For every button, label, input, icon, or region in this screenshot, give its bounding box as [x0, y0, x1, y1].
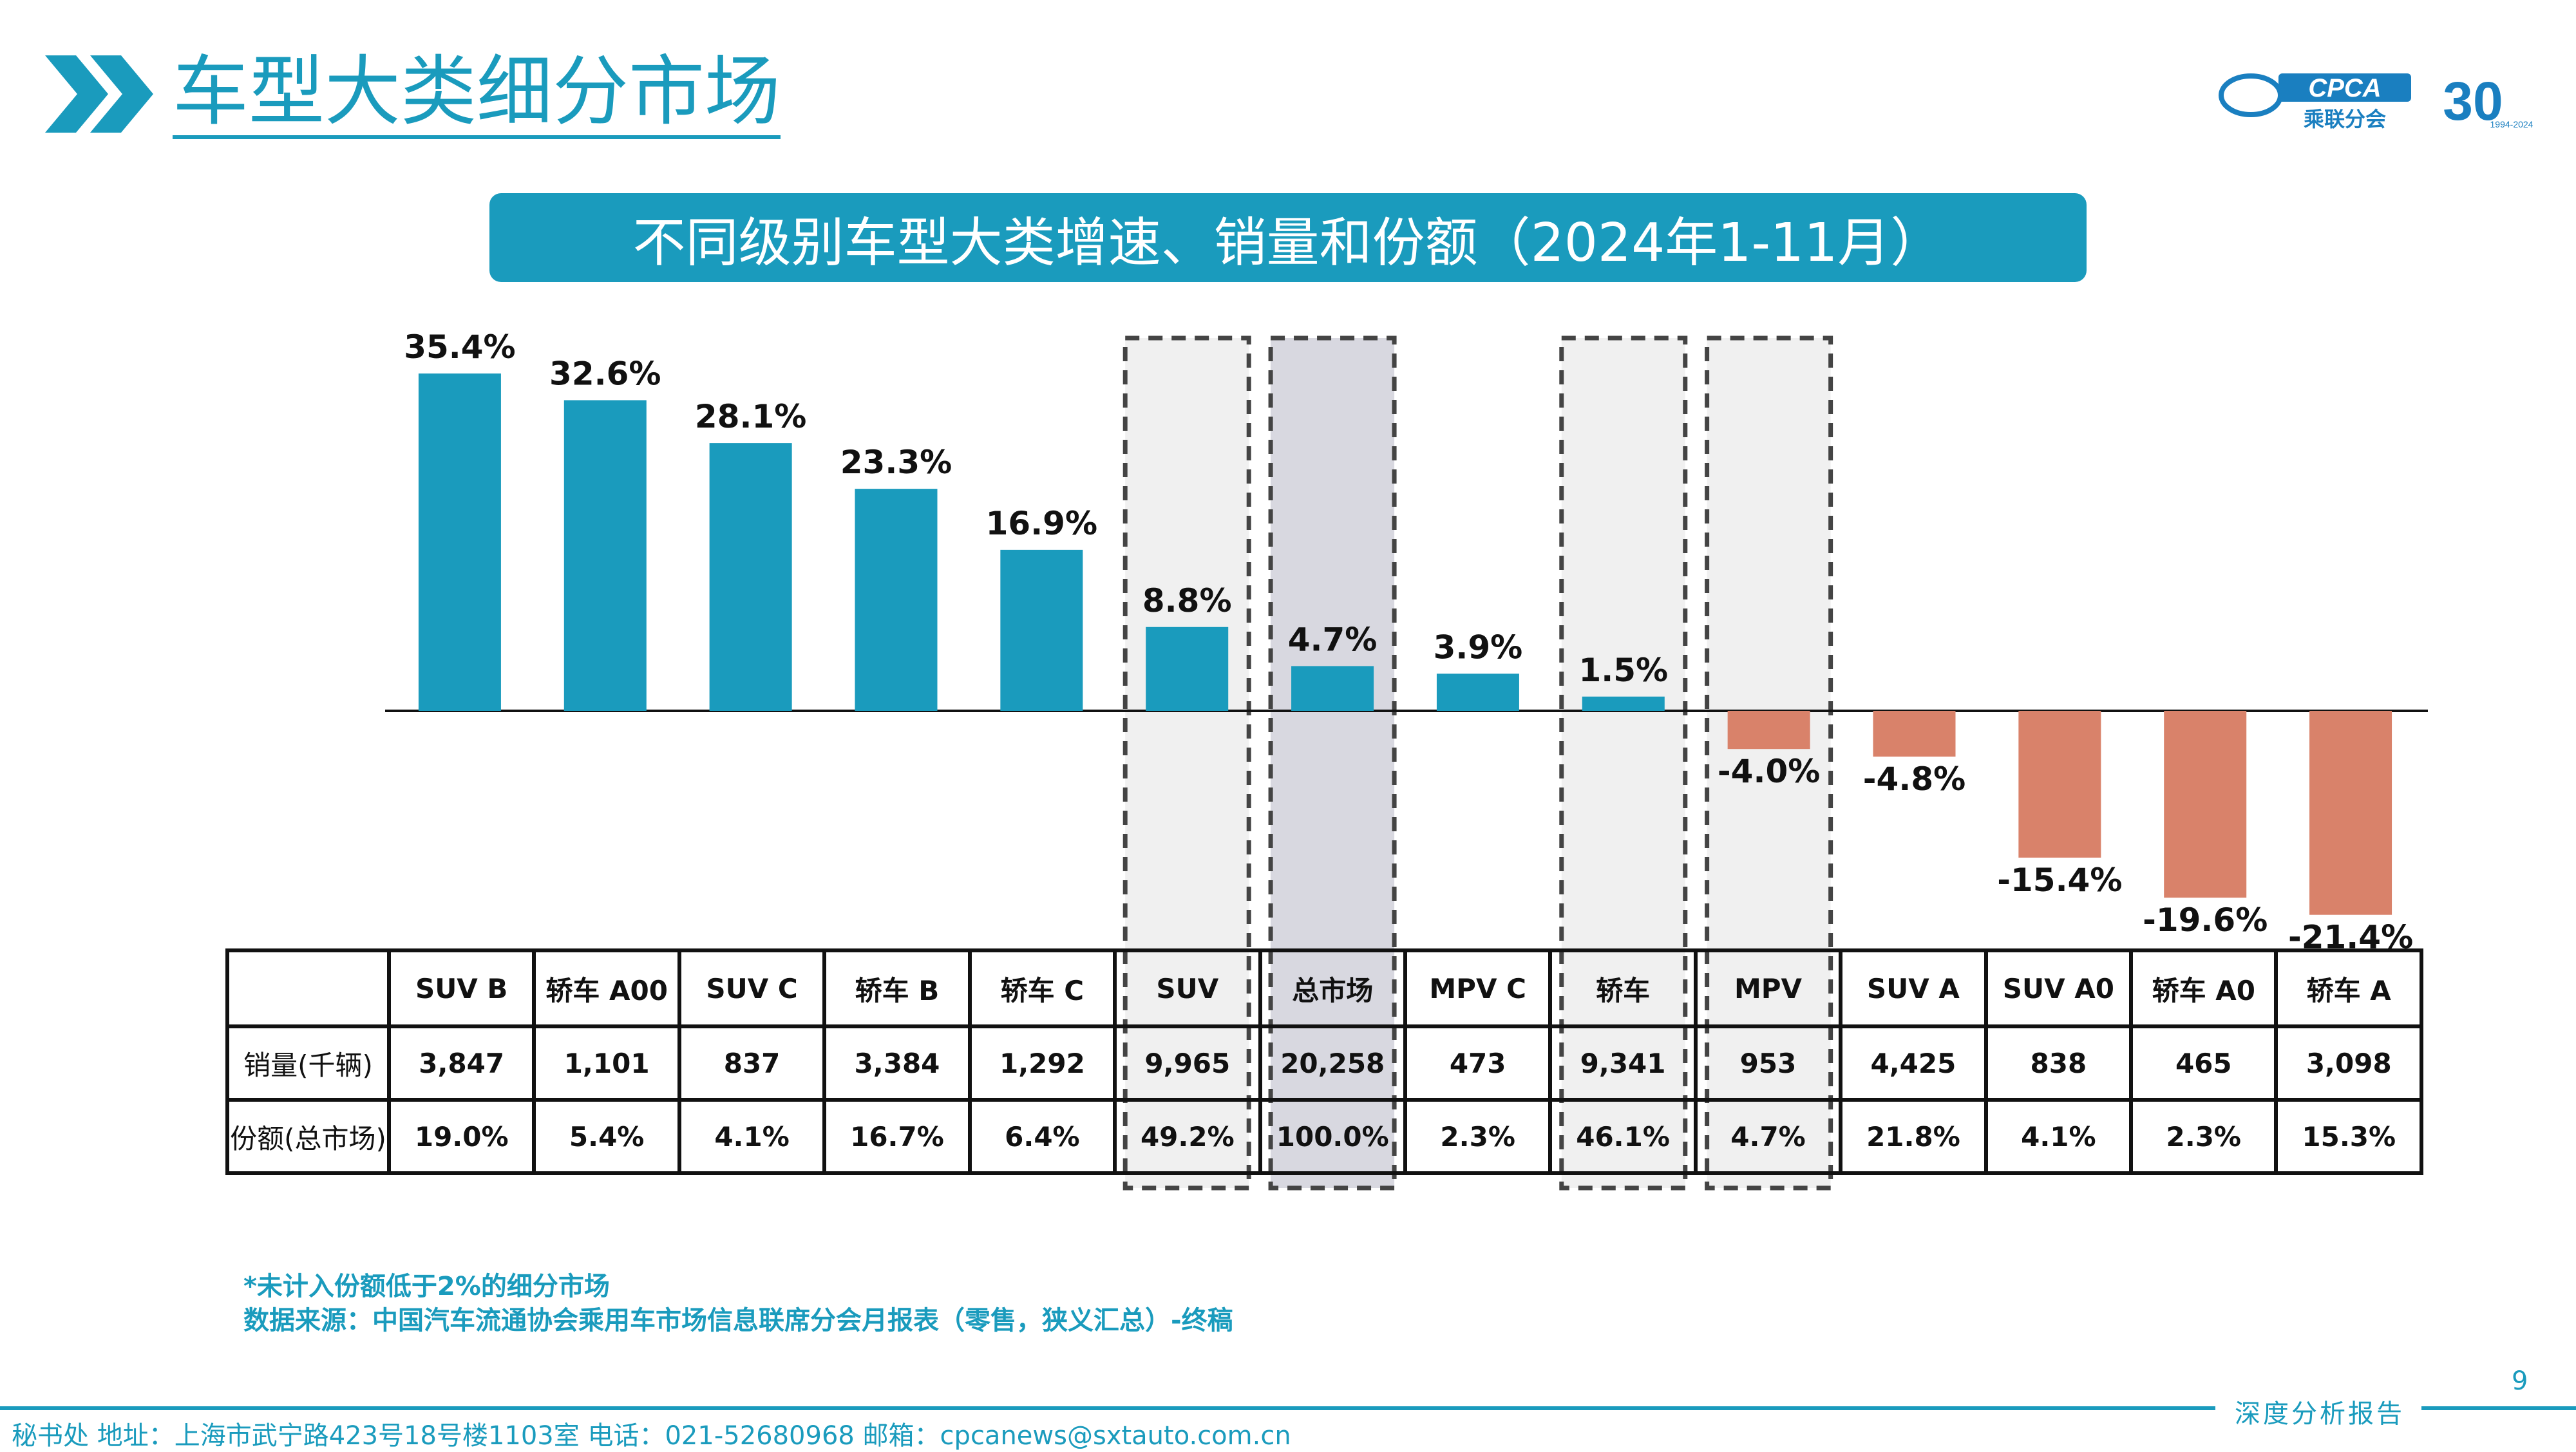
category-header-cell: 轿车 C — [967, 948, 1117, 1028]
table-corner-cell — [225, 948, 391, 1028]
volume-cell: 4,425 — [1839, 1024, 1988, 1102]
share-cell: 15.3% — [2274, 1098, 2423, 1175]
data-source-note: 数据来源：中国汽车流通协会乘用车市场信息联席分会月报表（零售，狭义汇总）-终稿 — [243, 1306, 1233, 1335]
anniversary-mark: 30 — [2443, 71, 2503, 131]
share-cell: 4.7% — [1693, 1098, 1843, 1175]
category-header-cell: SUV B — [386, 948, 536, 1028]
data-label: 16.9% — [986, 505, 1097, 542]
category-header-cell: MPV — [1693, 948, 1843, 1028]
bar — [1291, 666, 1374, 711]
table-row-share: 份额(总市场) 19.0% 5.4% 4.1% 16.7% 6.4% 49.2% 100.0%… — [225, 1098, 2423, 1175]
row-label-volume: 销量(千辆) — [225, 1024, 391, 1102]
table-row-volume: 销量(千辆) 3,847 1,101 837 3,384 1,292 9,965 20,258… — [225, 1024, 2423, 1102]
category-header-cell: 总市场 — [1258, 948, 1407, 1028]
bar — [564, 400, 647, 711]
category-header-cell: SUV C — [677, 948, 827, 1028]
category-header-cell: SUV A — [1839, 948, 1988, 1028]
anniversary-years: 1994-2024 — [2490, 119, 2533, 129]
footer-divider — [0, 1406, 2215, 1410]
chart-title-banner: 不同级别车型大类增速、销量和份额（2024年1-11月） — [489, 193, 2087, 282]
table-header-row: SUV B 轿车 A00 SUV C 轿车 B 轿车 C SUV 总市场 MPV C 轿车 MPV… — [225, 948, 2423, 1028]
bar — [418, 373, 501, 711]
volume-cell: 3,098 — [2274, 1024, 2423, 1102]
page-number: 9 — [2512, 1366, 2528, 1396]
title-chevrons-icon — [45, 55, 153, 133]
category-header-cell: 轿车 A00 — [532, 948, 681, 1028]
data-label: 28.1% — [695, 398, 806, 435]
share-cell: 4.1% — [1984, 1098, 2134, 1175]
category-header-cell: 轿车 B — [822, 948, 972, 1028]
data-label: 8.8% — [1142, 582, 1232, 619]
category-header-cell: SUV — [1113, 948, 1262, 1028]
volume-cell: 9,341 — [1548, 1024, 1698, 1102]
bar — [1000, 549, 1083, 711]
share-cell: 46.1% — [1548, 1098, 1698, 1175]
data-label: -4.0% — [1718, 753, 1820, 790]
data-label: 4.7% — [1288, 621, 1378, 658]
share-cell: 6.4% — [967, 1098, 1117, 1175]
volume-cell: 473 — [1403, 1024, 1553, 1102]
cpca-logo: CPCA 乘联分会 30 1994-2024 — [2219, 71, 2533, 131]
share-cell: 16.7% — [822, 1098, 972, 1175]
category-header-cell: 轿车 A — [2274, 948, 2423, 1028]
data-label: 23.3% — [840, 444, 952, 481]
data-label: 3.9% — [1434, 628, 1523, 666]
category-header-cell: MPV C — [1403, 948, 1553, 1028]
category-header-cell: 轿车 A0 — [2129, 948, 2278, 1028]
share-cell: 49.2% — [1113, 1098, 1262, 1175]
bar — [2018, 711, 2101, 858]
volume-cell: 838 — [1984, 1024, 2134, 1102]
bar — [2164, 711, 2247, 898]
data-label: 32.6% — [549, 355, 661, 393]
page-title: 车型大类细分市场 — [173, 50, 781, 139]
data-label: 35.4% — [404, 328, 515, 366]
bar — [709, 443, 792, 711]
bar — [855, 489, 938, 711]
volume-cell: 837 — [677, 1024, 827, 1102]
share-cell: 19.0% — [386, 1098, 536, 1175]
volume-cell: 3,384 — [822, 1024, 972, 1102]
volume-cell: 1,292 — [967, 1024, 1117, 1102]
bar — [1873, 711, 1956, 757]
logo-text: CPCA — [2308, 74, 2381, 102]
bar — [1582, 696, 1665, 711]
volume-cell: 9,965 — [1113, 1024, 1262, 1102]
bar — [2309, 711, 2392, 915]
footer-divider-right — [2421, 1406, 2576, 1410]
bar — [1727, 711, 1810, 750]
logo-subtitle: 乘联分会 — [2304, 107, 2386, 131]
bar — [1146, 627, 1229, 711]
category-header-cell: 轿车 — [1548, 948, 1698, 1028]
data-label: -15.4% — [1997, 862, 2122, 899]
volume-cell: 465 — [2129, 1024, 2278, 1102]
row-label-share: 份额(总市场) — [225, 1098, 391, 1175]
share-cell: 5.4% — [532, 1098, 681, 1175]
share-cell: 2.3% — [2129, 1098, 2278, 1175]
data-label: 1.5% — [1578, 652, 1668, 689]
footer-report-tag: 深度分析报告 — [2235, 1399, 2405, 1429]
data-table: SUV B 轿车 A00 SUV C 轿车 B 轿车 C SUV 总市场 MPV C 轿车 MPV… — [225, 948, 2423, 1175]
footnote: *未计入份额低于2%的细分市场 — [243, 1272, 610, 1301]
share-cell: 4.1% — [677, 1098, 827, 1175]
share-cell: 2.3% — [1403, 1098, 1553, 1175]
volume-cell: 3,847 — [386, 1024, 536, 1102]
category-header-cell: SUV A0 — [1984, 948, 2134, 1028]
bar — [1436, 674, 1519, 711]
volume-cell: 1,101 — [532, 1024, 681, 1102]
data-label: -4.8% — [1863, 760, 1965, 798]
volume-cell: 953 — [1693, 1024, 1843, 1102]
footer-contact: 秘书处 地址：上海市武宁路423号18号楼1103室 电话：021-526809… — [12, 1421, 1291, 1451]
volume-cell: 20,258 — [1258, 1024, 1407, 1102]
share-cell: 100.0% — [1258, 1098, 1407, 1175]
share-cell: 21.8% — [1839, 1098, 1988, 1175]
data-label: -19.6% — [2143, 901, 2268, 939]
